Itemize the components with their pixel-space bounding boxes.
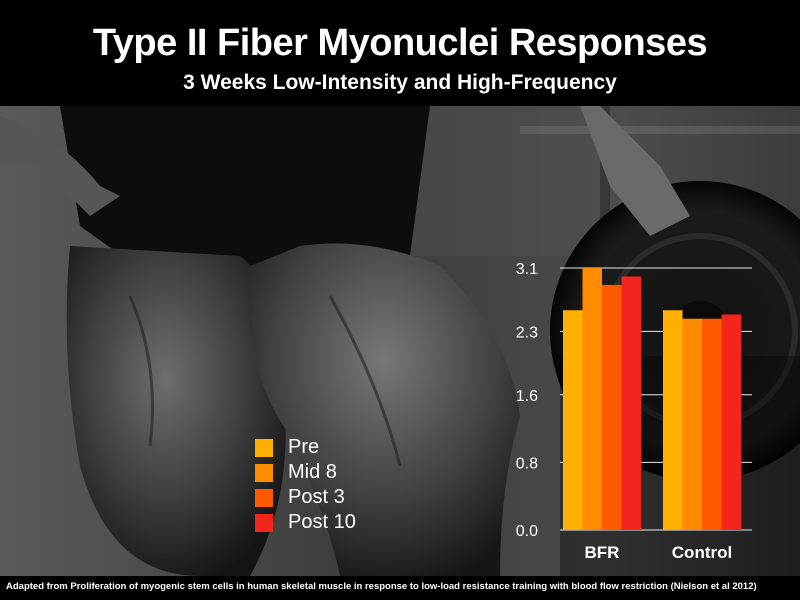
bar-bfr-post-10 [621,276,641,530]
legend-item: Post 3 [255,485,385,509]
y-tick-label: 0.8 [516,455,538,472]
x-category-label: Control [672,543,732,562]
source-citation: Adapted from Proliferation of myogenic s… [6,581,757,592]
bar-control-post-10 [721,314,741,530]
y-tick-label: 2.3 [516,324,538,341]
legend-label: Mid 8 [288,461,337,483]
footer-band: Adapted from Proliferation of myogenic s… [0,576,800,600]
legend-swatch [255,514,273,532]
header-band: Type II Fiber Myonuclei Responses 3 Week… [0,0,800,106]
legend-swatch [255,464,273,482]
legend-swatch [255,489,273,507]
legend-label: Post 10 [288,511,356,533]
bar-bfr-pre [563,310,583,530]
y-tick-label: 0.0 [516,523,538,540]
chart-legend: Pre Mid 8 Post 3 Post 10 [255,435,385,535]
chart-title: Type II Fiber Myonuclei Responses [92,22,708,64]
bar-control-pre [663,310,683,530]
y-tick-label: 3.1 [516,261,538,278]
bar-bfr-post-3 [602,284,622,530]
legend-label: Post 3 [288,486,345,508]
bar-control-mid-8 [682,318,702,530]
x-category-label: BFR [585,543,620,562]
bar-bfr-mid-8 [582,268,602,530]
legend-label: Pre [288,436,320,458]
y-tick-label: 1.6 [516,388,538,405]
legend-item: Post 10 [255,510,385,534]
legend-item: Pre [255,435,385,459]
bar-control-post-3 [702,318,722,530]
chart-subtitle: 3 Weeks Low-Intensity and High-Frequency [183,71,617,94]
legend-item: Mid 8 [255,460,385,484]
legend-swatch [255,439,273,457]
